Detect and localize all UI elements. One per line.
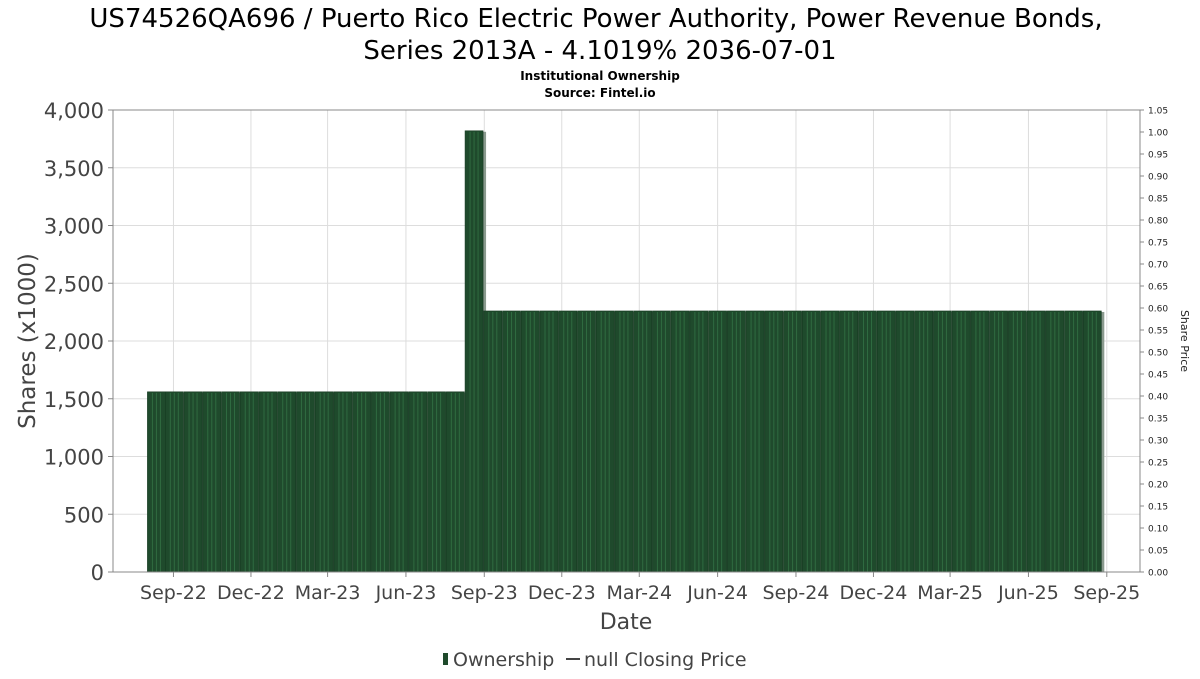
chart-titles: US74526QA696 / Puerto Rico Electric Powe… — [89, 4, 1102, 100]
y2-tick-label: 0.95 — [1148, 151, 1168, 161]
y2-tick-label: 0.90 — [1148, 173, 1168, 183]
x-axis-label: Date — [600, 610, 653, 635]
y2-tick-label: 0.05 — [1148, 547, 1168, 557]
legend-closing-price-label: null Closing Price — [584, 649, 747, 671]
y2-tick-label: 0.00 — [1148, 569, 1168, 579]
y-axis-ticks: 0 500 1,000 1,500 2,000 2,500 3,000 3,500 4,000 — [44, 99, 113, 585]
y2-tick-label: 0.25 — [1148, 459, 1168, 469]
y-tick-label: 2,000 — [44, 330, 104, 354]
y2-tick-label: 0.15 — [1148, 503, 1168, 513]
y-tick-label: 3,000 — [44, 215, 104, 239]
x-axis-ticks: Sep-22 Dec-22 Mar-23 Jun-23 Sep-23 Dec-23 Mar-… — [140, 572, 1140, 604]
y2-tick-label: 0.70 — [1148, 261, 1168, 271]
x-tick-label: Sep-25 — [1073, 582, 1140, 604]
chart-subtitle-line-2: Source: Fintel.io — [544, 86, 655, 100]
y2-tick-label: 0.55 — [1148, 327, 1168, 337]
legend-ownership-swatch — [443, 653, 448, 665]
x-tick-label: Dec-23 — [528, 582, 596, 604]
x-tick-label: Jun-24 — [686, 582, 748, 604]
y2-tick-label: 0.60 — [1148, 305, 1168, 315]
y2-tick-label: 0.65 — [1148, 283, 1168, 293]
y-tick-label: 500 — [64, 503, 104, 527]
ownership-bars — [147, 130, 1105, 573]
y2-tick-label: 0.85 — [1148, 195, 1168, 205]
x-tick-label: Sep-23 — [451, 582, 518, 604]
x-tick-label: Sep-24 — [763, 582, 830, 604]
x-tick-label: Mar-24 — [606, 582, 672, 604]
chart-title-line-2: Series 2013A - 4.1019% 2036-07-01 — [363, 36, 836, 66]
x-tick-label: Mar-25 — [917, 582, 983, 604]
y2-tick-label: 0.10 — [1148, 525, 1168, 535]
y-tick-label: 1,500 — [44, 388, 104, 412]
x-tick-label: Mar-23 — [295, 582, 361, 604]
y2-tick-label: 0.20 — [1148, 481, 1168, 491]
x-tick-label: Jun-23 — [375, 582, 437, 604]
y2-tick-label: 0.40 — [1148, 393, 1168, 403]
y2-tick-label: 1.00 — [1148, 129, 1168, 139]
y2-tick-label: 0.75 — [1148, 239, 1168, 249]
y2-tick-label: 0.45 — [1148, 371, 1168, 381]
y-tick-label: 1,000 — [44, 446, 104, 470]
legend: Ownership null Closing Price — [443, 649, 747, 671]
y-axis-label: Shares (x1000) — [15, 253, 41, 429]
y2-axis-ticks: 0.00 0.05 0.10 0.15 0.20 0.25 0.30 0.35 0.40 0.45… — [1140, 107, 1168, 579]
y-tick-label: 4,000 — [44, 99, 104, 123]
y2-tick-label: 0.35 — [1148, 415, 1168, 425]
y2-tick-label: 0.50 — [1148, 349, 1168, 359]
y2-tick-label: 0.30 — [1148, 437, 1168, 447]
y-tick-label: 3,500 — [44, 157, 104, 181]
x-tick-label: Dec-24 — [840, 582, 908, 604]
chart-subtitle-line-1: Institutional Ownership — [520, 69, 680, 83]
y-tick-label: 2,500 — [44, 272, 104, 296]
y2-tick-label: 0.80 — [1148, 217, 1168, 227]
x-tick-label: Dec-22 — [217, 582, 285, 604]
x-tick-label: Jun-25 — [997, 582, 1059, 604]
chart-title-line-1: US74526QA696 / Puerto Rico Electric Powe… — [89, 4, 1102, 34]
y2-axis-label: Share Price — [1178, 310, 1191, 372]
y-tick-label: 0 — [91, 561, 104, 585]
legend-ownership-label: Ownership — [453, 649, 554, 671]
x-tick-label: Sep-22 — [140, 582, 207, 604]
y2-tick-label: 1.05 — [1148, 107, 1168, 117]
